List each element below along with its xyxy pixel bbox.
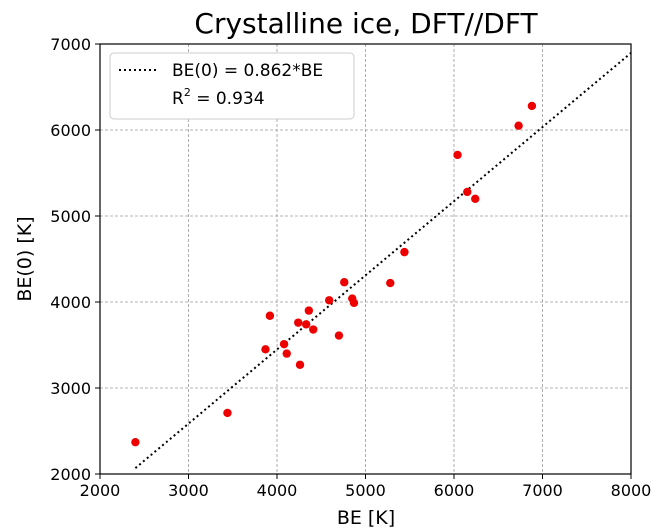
data-point xyxy=(400,247,409,257)
data-point xyxy=(309,325,318,334)
data-point xyxy=(304,306,314,315)
data-point xyxy=(527,101,537,111)
data-point xyxy=(265,311,275,320)
legend: BE(0) = 0.862*BE R2 = 0.934 xyxy=(109,52,355,120)
data-point xyxy=(302,320,311,329)
y-tick-label: 5000 xyxy=(50,207,91,226)
legend-r2-sup: 2 xyxy=(184,86,191,99)
x-tick-label: 2000 xyxy=(80,481,121,500)
x-tick-label: 7000 xyxy=(522,481,563,500)
data-point xyxy=(349,298,359,308)
data-point xyxy=(294,318,303,327)
legend-fit-label: BE(0) = 0.862*BE xyxy=(172,61,323,81)
legend-r2-label: R2 = 0.934 xyxy=(172,86,265,109)
x-tick-label: 4000 xyxy=(257,481,298,500)
data-point xyxy=(514,121,523,130)
data-point xyxy=(340,278,349,287)
data-point xyxy=(453,150,462,160)
x-tick-label: 5000 xyxy=(345,481,386,500)
y-tick-label: 3000 xyxy=(50,379,91,398)
data-point xyxy=(223,408,232,418)
data-point xyxy=(131,437,140,447)
data-point xyxy=(386,278,395,288)
data-point xyxy=(279,339,289,349)
legend-r2-prefix: R xyxy=(172,89,184,109)
x-axis-label: BE [K] xyxy=(337,507,395,529)
data-point xyxy=(282,349,291,358)
x-tick-label: 3000 xyxy=(168,481,209,500)
chart-title: Crystalline ice, DFT//DFT xyxy=(194,7,538,40)
x-tick-label: 6000 xyxy=(434,481,475,500)
y-tick-label: 7000 xyxy=(50,35,91,54)
y-tick-label: 6000 xyxy=(50,121,91,140)
data-point xyxy=(334,331,344,340)
legend-r2-value: = 0.934 xyxy=(191,89,265,109)
data-point xyxy=(295,360,305,369)
y-tick-label: 2000 xyxy=(50,465,91,484)
data-point xyxy=(325,296,334,305)
data-point xyxy=(463,187,472,197)
data-point xyxy=(261,345,270,354)
points-group xyxy=(131,101,537,447)
x-tick-label: 8000 xyxy=(611,481,652,500)
ticks: 2000 3000 4000 5000 6000 7000 8000 2000 3000 4000… xyxy=(50,35,651,500)
y-axis-label: BE(0) [K] xyxy=(14,216,36,301)
data-point xyxy=(471,194,480,203)
legend-box xyxy=(109,52,355,120)
y-tick-label: 4000 xyxy=(50,293,91,312)
